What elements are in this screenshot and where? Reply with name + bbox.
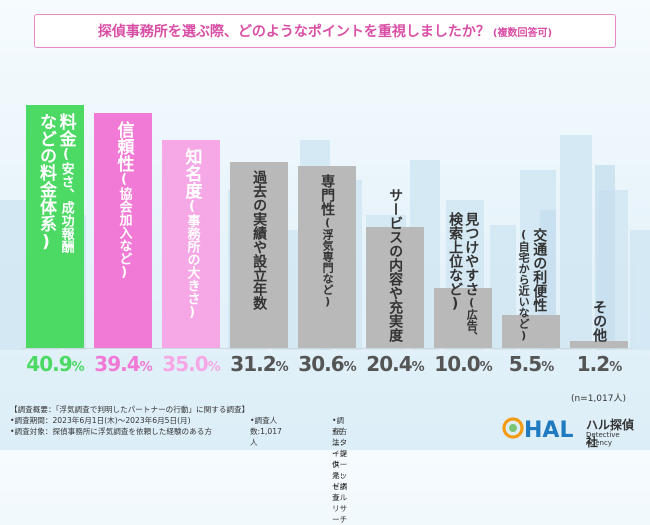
bar-4 bbox=[230, 162, 288, 348]
bar-label-8: 交通の利便性 (自宅から近いなど) bbox=[515, 228, 547, 342]
chart-baseline bbox=[22, 348, 630, 349]
bar-value-3: 35.0% bbox=[162, 352, 220, 376]
bar-label-line: 料金(安さ、成功報酬 bbox=[55, 112, 76, 253]
bar-9 bbox=[570, 340, 628, 348]
bar-2 bbox=[94, 113, 152, 348]
hal-logo: HAL ハル探偵社 Detective Agency bbox=[502, 414, 642, 449]
bar-label-6: サービスの内容や充実度 bbox=[387, 188, 403, 342]
logo-circle-green bbox=[509, 424, 517, 432]
bar-5 bbox=[298, 165, 356, 348]
bar-label-line: 専門性(浮気専門など) bbox=[319, 173, 336, 308]
bar-label-7: 見つけやすさ(広告、 検索上位など) bbox=[447, 212, 479, 342]
chart-title-suffix: (複数回答可) bbox=[492, 27, 553, 39]
bar-6 bbox=[366, 226, 424, 348]
bar-value-5: 30.6% bbox=[298, 352, 356, 376]
bar-label-line: サービスの内容や充実度 bbox=[387, 188, 404, 342]
survey-period: •調査期間：2023年6月1日(木)～2023年6月5日(月) bbox=[10, 416, 191, 425]
logo-mark-text: HAL bbox=[524, 418, 573, 442]
bar-label-line: 検索上位など) bbox=[447, 212, 464, 312]
hal-logo-mark: HAL bbox=[502, 417, 573, 442]
logo-circle-orange bbox=[502, 417, 524, 439]
bar-value-6: 20.4% bbox=[366, 352, 424, 376]
survey-provider: •モニター提供元：ゼネラルリサーチ bbox=[332, 427, 348, 524]
bar-label-4: 過去の実績や設立年数 bbox=[251, 170, 267, 310]
bar-label-line: その他 bbox=[591, 300, 608, 342]
bar-chart: 料金(安さ、成功報酬 などの料金体系) 40.9% 信頼性(協会加入など) 39.4% 知… bbox=[26, 104, 628, 376]
bar-value-4: 31.2% bbox=[230, 352, 288, 376]
bar-7 bbox=[434, 288, 492, 348]
bar-label-3: 知名度(事務所の大きさ) bbox=[181, 147, 202, 320]
chart-title-main: 探偵事務所を選ぶ際、どのようなポイントを重視しましたか？ bbox=[97, 24, 490, 40]
logo-subtitle: Detective Agency bbox=[586, 431, 620, 447]
bar-label-line: などの料金体系) bbox=[36, 112, 57, 252]
bar-label-1: 料金(安さ、成功報酬 などの料金体系) bbox=[36, 112, 76, 253]
survey-summary: 【調査概要：「浮気調査で判明したパートナーの行動」に関する調査】 bbox=[10, 405, 250, 414]
survey-target: •調査対象：探偵事務所に浮気調査を依頼した経験のある方 bbox=[10, 427, 212, 436]
bar-label-line: (自宅から近いなど) bbox=[517, 228, 531, 342]
survey-count: •調査人数:1,017人 bbox=[250, 416, 282, 447]
sample-size-note: (n=1,017人) bbox=[570, 394, 626, 404]
bar-value-2: 39.4% bbox=[94, 352, 152, 376]
bar-value-1: 40.9% bbox=[26, 352, 84, 376]
bar-value-8: 5.5% bbox=[508, 352, 554, 376]
bar-1 bbox=[26, 104, 84, 348]
logo-name: ハル探偵社 bbox=[586, 418, 635, 449]
bar-label-line: 信頼性(協会加入など) bbox=[113, 121, 134, 281]
bar-label-2: 信頼性(協会加入など) bbox=[113, 121, 134, 281]
bar-label-line: 過去の実績や設立年数 bbox=[251, 170, 268, 311]
survey-footer: 【調査概要：「浮気調査で判明したパートナーの行動」に関する調査】 •調査期間：2… bbox=[10, 404, 347, 524]
bar-8 bbox=[502, 315, 560, 348]
bar-value-7: 10.0% bbox=[434, 352, 492, 376]
bar-label-line: 見つけやすさ(広告、 bbox=[463, 212, 480, 342]
bar-label-line: 知名度(事務所の大きさ) bbox=[181, 147, 202, 320]
chart-title: 探偵事務所を選ぶ際、どのようなポイントを重視しましたか？ (複数回答可) bbox=[34, 14, 616, 48]
bar-label-line: 交通の利便性 bbox=[531, 228, 548, 312]
bar-value-9: 1.2% bbox=[576, 352, 622, 376]
bar-3 bbox=[162, 139, 220, 348]
bar-label-9: その他 bbox=[591, 300, 607, 342]
bar-label-5: 専門性(浮気専門など) bbox=[319, 174, 335, 308]
